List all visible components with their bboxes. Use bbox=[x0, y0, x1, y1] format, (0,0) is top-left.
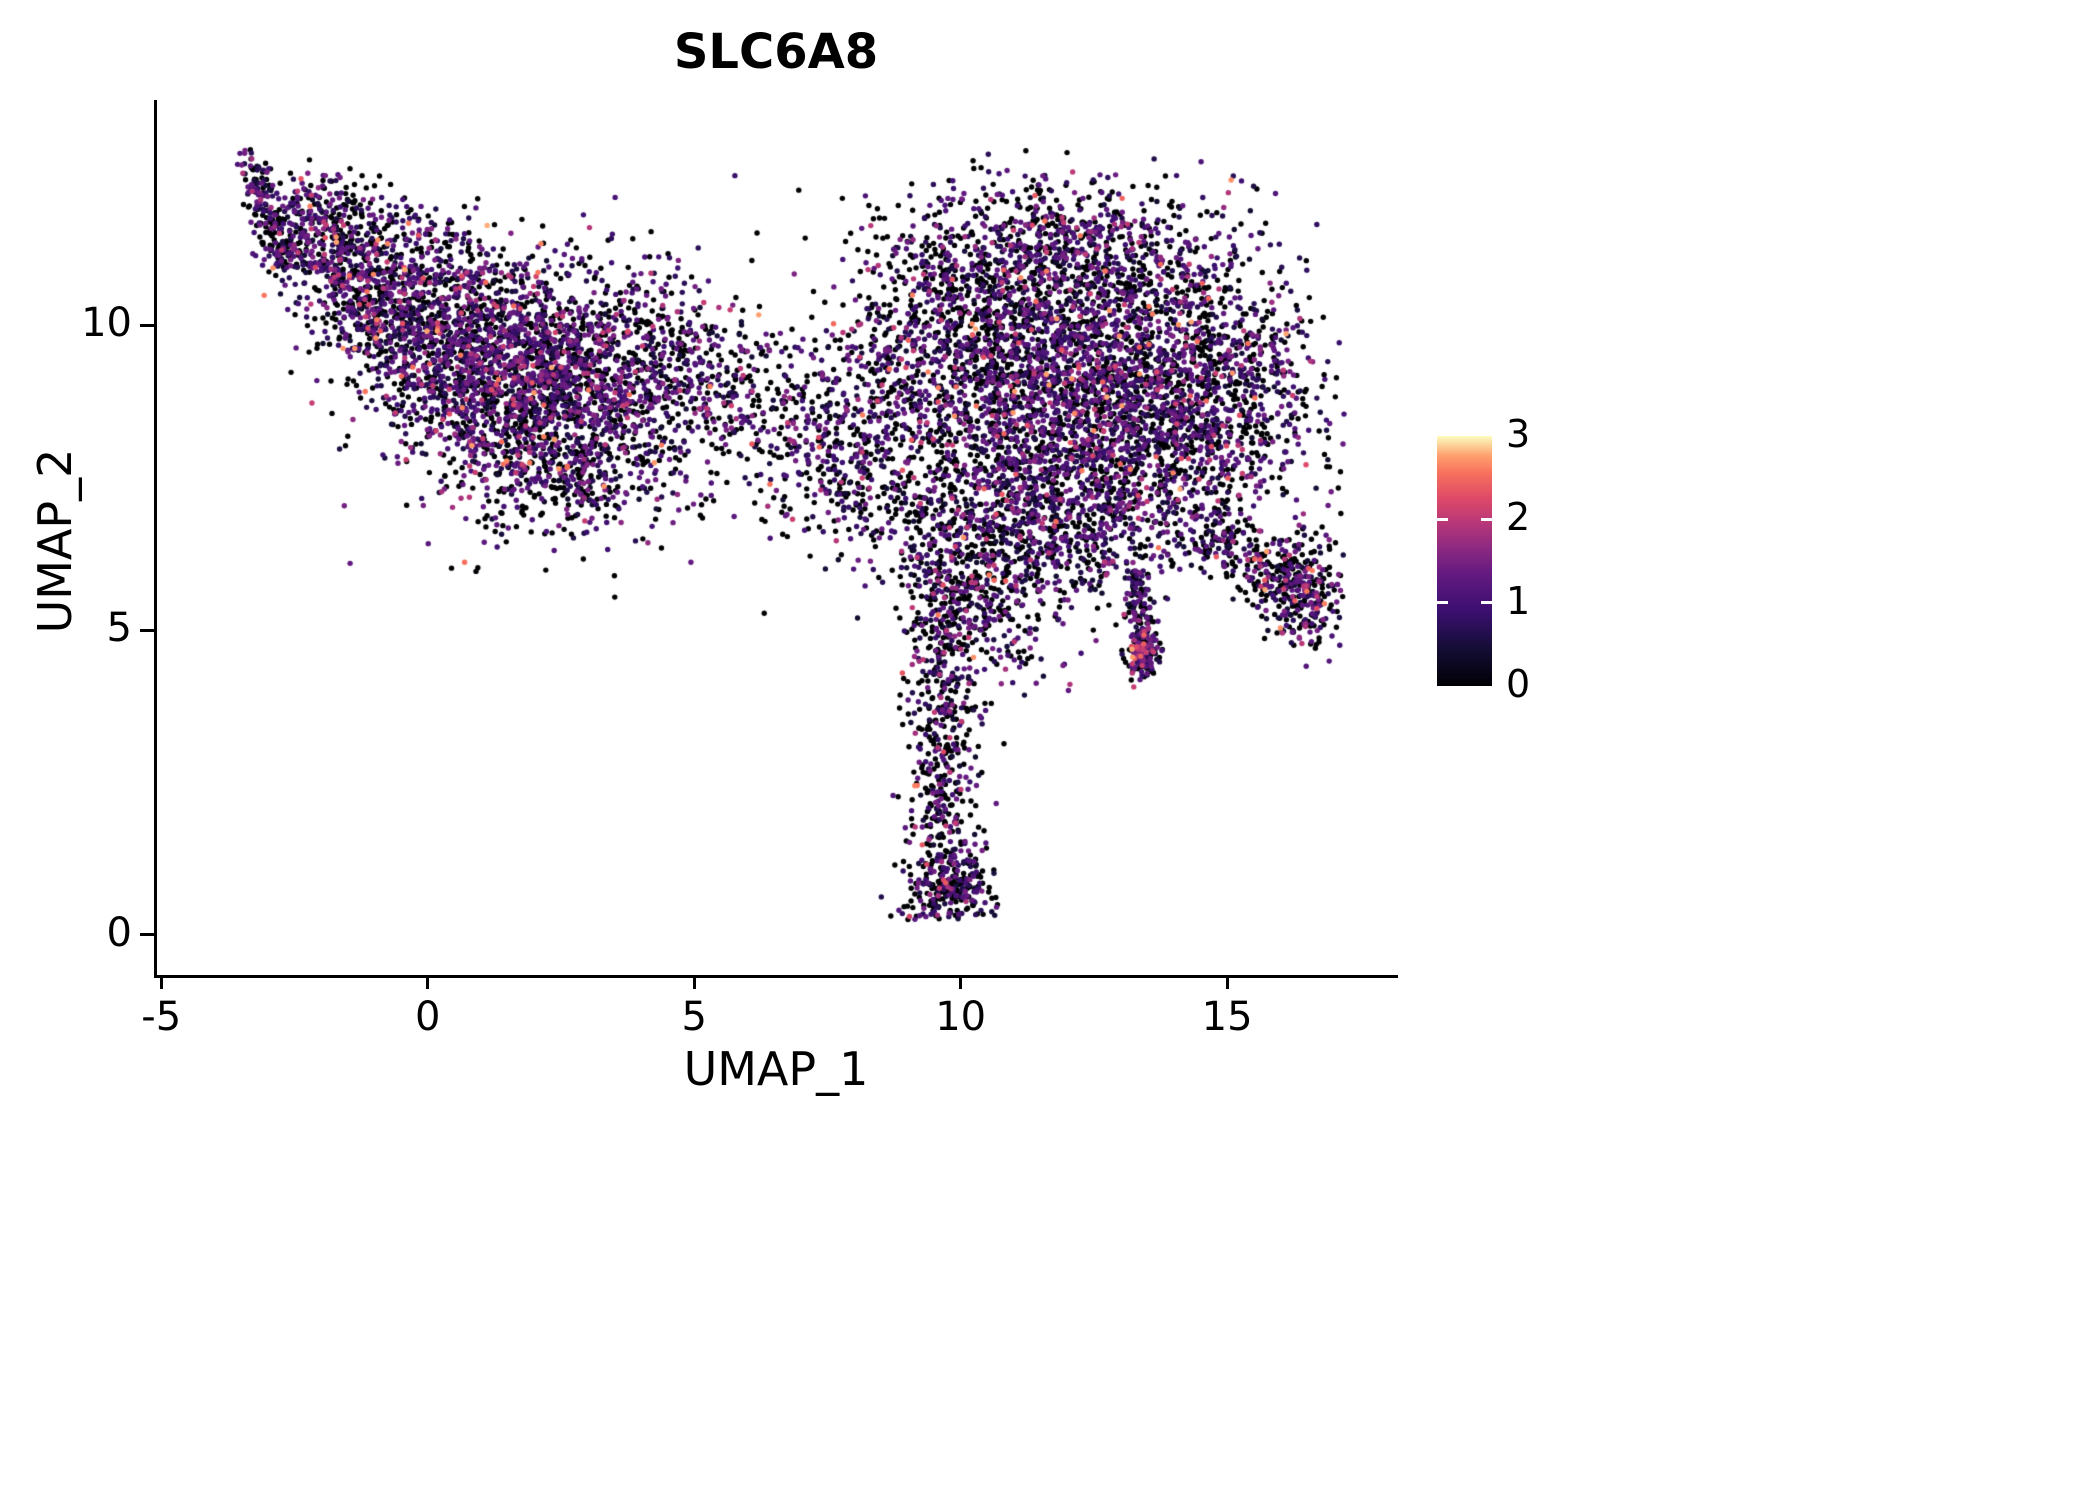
x-tick-mark bbox=[1225, 975, 1229, 989]
y-axis-line bbox=[154, 100, 157, 978]
x-tick-label: 15 bbox=[1201, 994, 1253, 1040]
y-tick-mark bbox=[140, 323, 154, 327]
colorbar-tick-label: 0 bbox=[1506, 662, 1531, 706]
colorbar-tick-label: 3 bbox=[1506, 412, 1531, 456]
x-tick-mark bbox=[692, 975, 696, 989]
x-tick-mark bbox=[159, 975, 163, 989]
chart-title: SLC6A8 bbox=[673, 24, 879, 80]
x-tick-label: -5 bbox=[141, 994, 182, 1040]
colorbar-tick-label: 1 bbox=[1506, 578, 1531, 623]
y-tick-mark bbox=[140, 933, 154, 937]
y-axis-label: UMAP_2 bbox=[28, 448, 82, 634]
y-tick-label: 0 bbox=[106, 909, 132, 956]
y-tick-label: 5 bbox=[106, 605, 132, 652]
x-tick-label: 10 bbox=[935, 994, 987, 1040]
colorbar-gradient bbox=[1437, 436, 1492, 686]
x-axis-label: UMAP_1 bbox=[683, 1042, 869, 1096]
scatter-points-canvas bbox=[157, 100, 1395, 975]
colorbar-tick-mark bbox=[1481, 517, 1492, 521]
colorbar-tick-mark bbox=[1481, 601, 1492, 605]
colorbar-tick-mark bbox=[1437, 517, 1448, 521]
x-tick-mark bbox=[426, 975, 430, 989]
x-axis-line bbox=[154, 975, 1398, 978]
x-tick-label: 5 bbox=[681, 994, 707, 1040]
colorbar-tick-label: 2 bbox=[1506, 495, 1531, 540]
x-tick-label: 0 bbox=[414, 994, 441, 1040]
colorbar-tick-mark bbox=[1437, 601, 1448, 605]
x-tick-mark bbox=[959, 975, 963, 989]
y-tick-label: 10 bbox=[81, 300, 132, 347]
y-tick-mark bbox=[140, 628, 154, 632]
